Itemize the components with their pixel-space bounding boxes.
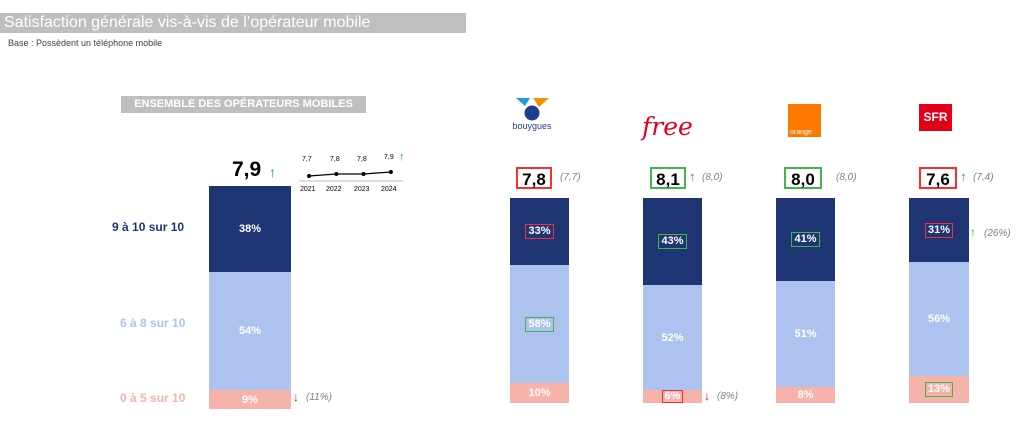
svg-text:bouygues: bouygues <box>512 121 552 131</box>
pct-label: 43% <box>658 234 687 249</box>
bar-segment-top: 33% <box>510 198 569 265</box>
operator-score: 7,8 <box>516 167 552 189</box>
previous-value: (8%) <box>717 391 739 402</box>
trend-label: 7,8 <box>357 156 367 163</box>
pct-label: 54% <box>238 325 262 337</box>
previous-score: (7,4) <box>973 172 994 183</box>
up-arrow-icon: ↑ <box>970 225 976 239</box>
trend-year: 2024 <box>381 186 397 193</box>
bar-segment-mid: 51% <box>776 281 835 387</box>
pct-label: 13% <box>924 382 954 397</box>
trend-point <box>334 172 339 176</box>
trend-year: 2023 <box>354 186 370 193</box>
trend-year: 2021 <box>300 186 316 193</box>
down-arrow-icon: ↓ <box>293 390 299 404</box>
pct-label: 41% <box>791 232 820 247</box>
pct-label: 9% <box>242 393 258 406</box>
band-label-top: 9 à 10 sur 10 <box>112 220 185 234</box>
pct-label: 38% <box>238 223 262 235</box>
pct-label: 56% <box>927 313 951 325</box>
pct-label: 10% <box>528 387 551 399</box>
orange-logo-text: orange <box>790 129 812 136</box>
pct-label: 31% <box>924 222 954 238</box>
bar-segment-mid: 56% <box>909 262 969 376</box>
previous-score: (7,7) <box>560 172 581 183</box>
bar-segment-top: 31% <box>909 198 969 262</box>
previous-score: (8,0) <box>836 172 857 183</box>
bar-segment-low: 9% <box>209 390 291 409</box>
operator-score: 7,6 <box>919 167 957 189</box>
trend-year: 2022 <box>326 186 342 193</box>
trend-point <box>388 170 393 174</box>
previous-value: (11%) <box>306 392 332 403</box>
sfr-logo: SFR <box>919 104 952 131</box>
bar-segment-top: 43% <box>643 198 702 285</box>
title-bar <box>0 13 466 33</box>
bar-segment-low: 10% <box>510 383 569 403</box>
bar-segment-low: 13% <box>909 376 969 403</box>
page-title: Satisfaction générale vis-à-vis de l’opé… <box>4 14 371 31</box>
ensemble-header: ENSEMBLE DES OPÉRATEURS MOBILES <box>121 96 366 113</box>
trend-label: 7,7 <box>302 156 312 163</box>
trend-point <box>307 174 311 178</box>
free-logo: free <box>642 112 693 141</box>
trend-label: 7,8 <box>330 156 340 163</box>
trend-line <box>308 171 391 177</box>
trend-up-arrow-icon: ↑ <box>399 151 405 163</box>
base-note: Base : Possèdent un téléphone mobile <box>8 38 163 48</box>
down-arrow-icon: ↓ <box>704 389 710 403</box>
overall-up-arrow-icon: ↑ <box>269 164 276 180</box>
band-label-low: 0 à 5 sur 10 <box>120 391 186 405</box>
up-arrow-icon: ↑ <box>689 169 696 184</box>
bar-segment-top: 38% <box>209 186 291 272</box>
previous-score: (8,0) <box>702 172 723 183</box>
band-label-mid: 6 à 8 sur 10 <box>120 316 186 330</box>
operator-score: 8,0 <box>784 167 822 189</box>
bar-segment-mid: 54% <box>209 272 291 390</box>
bouygues-logo: bouygues <box>512 98 552 131</box>
bar-segment-low: 6% <box>643 390 702 403</box>
pct-label: 33% <box>525 224 554 239</box>
bar-segment-low: 8% <box>776 387 835 403</box>
bar-segment-top: 41% <box>776 198 835 281</box>
bar-segment-mid: 52% <box>643 285 702 390</box>
orange-logo: orange <box>788 104 821 137</box>
trend-point <box>361 172 366 176</box>
bar-segment-mid: 58% <box>510 265 569 383</box>
operator-score: 8,1 <box>650 167 686 189</box>
pct-label: 51% <box>794 328 817 340</box>
up-arrow-icon: ↑ <box>960 169 967 184</box>
previous-value: (26%) <box>984 228 1011 239</box>
pct-label: 8% <box>797 389 814 401</box>
trend-label: 7,9 <box>384 154 394 161</box>
overall-score: 7,9 <box>232 158 262 181</box>
pct-label: 58% <box>525 316 554 332</box>
pct-label: 6% <box>661 390 684 403</box>
pct-label: 52% <box>661 331 684 344</box>
